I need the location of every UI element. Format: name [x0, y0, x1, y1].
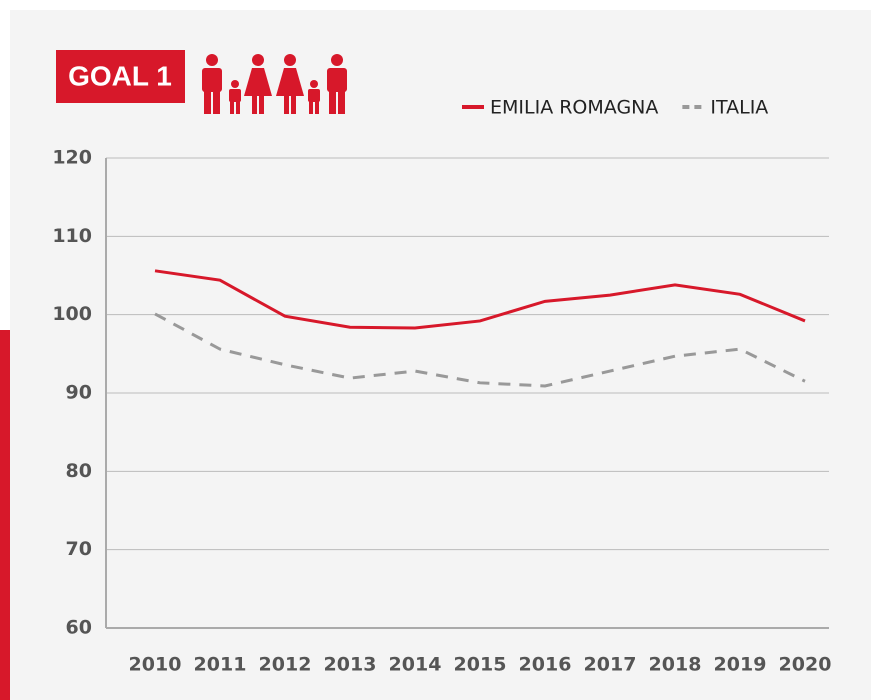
panel — [10, 10, 871, 700]
y-tick-label: 110 — [52, 225, 92, 247]
badge-text: GOAL 1 — [68, 60, 172, 91]
x-tick-label: 2016 — [519, 654, 572, 676]
y-tick-label: 120 — [52, 147, 92, 169]
x-tick-label: 2017 — [584, 654, 637, 676]
y-tick-label: 70 — [66, 538, 92, 560]
x-tick-label: 2019 — [714, 654, 767, 676]
family-icon — [202, 54, 347, 114]
badge — [56, 50, 185, 103]
legend-label: EMILIA ROMAGNA — [490, 97, 658, 119]
x-tick-label: 2011 — [194, 654, 247, 676]
legend-label: ITALIA — [710, 97, 768, 119]
x-tick-label: 2015 — [454, 654, 507, 676]
side-bar — [0, 330, 10, 700]
y-tick-label: 100 — [52, 303, 92, 325]
series-line — [154, 269, 806, 330]
x-tick-label: 2018 — [649, 654, 702, 676]
y-tick-label: 60 — [66, 617, 92, 639]
x-tick-label: 2014 — [389, 654, 442, 676]
series-line — [154, 312, 806, 388]
y-tick-label: 90 — [66, 382, 92, 404]
x-tick-label: 2012 — [259, 654, 312, 676]
y-tick-label: 80 — [66, 460, 92, 482]
x-tick-label: 2013 — [324, 654, 377, 676]
x-tick-label: 2010 — [129, 654, 182, 676]
x-tick-label: 2020 — [779, 654, 832, 676]
